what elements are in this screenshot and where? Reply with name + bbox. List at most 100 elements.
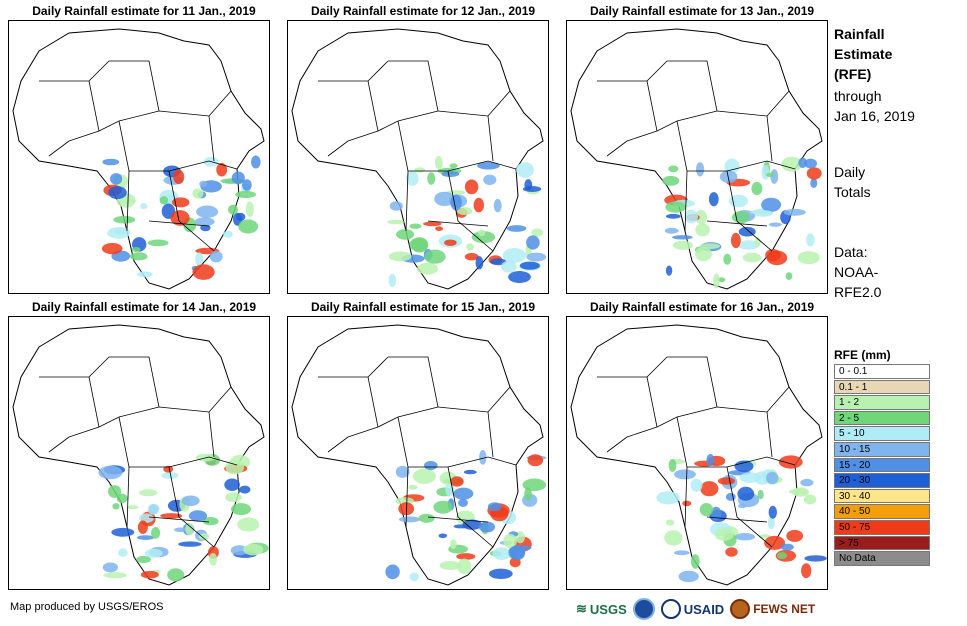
country-border [447, 160, 517, 172]
legend-swatch: No Data [834, 551, 930, 566]
rainfall-blob [102, 562, 118, 573]
legend-item: 10 - 15 [834, 441, 954, 458]
legend-item: 50 - 75 [834, 519, 954, 536]
rainfall-blob [131, 247, 141, 252]
map-credit: Map produced by USGS/EROS [10, 601, 164, 613]
rainfall-blob [713, 273, 720, 289]
rainfall-blob [668, 165, 679, 173]
rainfall-blob [739, 472, 762, 483]
rainfall-blob [810, 178, 818, 189]
rainfall-blob [778, 455, 803, 469]
rainfall-blob [785, 272, 793, 280]
rainfall-blob [167, 568, 185, 582]
country-border [487, 115, 494, 162]
legend-item: > 75 [834, 535, 954, 552]
rainfall-blob [238, 219, 259, 234]
rainfall-blob [464, 179, 479, 195]
rainfall-blob [231, 503, 251, 516]
rainfall-blob [734, 533, 756, 541]
legend-item: 20 - 30 [834, 473, 954, 489]
rainfall-blob [418, 513, 435, 523]
rainfall-blob [471, 231, 496, 244]
country-border [447, 170, 494, 252]
rainfall-blob [243, 543, 264, 556]
rainfall-blob [770, 169, 779, 184]
legend-swatch: 40 - 50 [834, 504, 930, 519]
rainfall-blob [242, 179, 252, 191]
rainfall-blob [711, 506, 722, 521]
rfe-title: Rainfall Estimate (RFE) [834, 24, 892, 84]
rainfall-blob [695, 223, 710, 237]
rainfall-blob [699, 503, 714, 517]
rainfall-blob [110, 173, 123, 185]
rainfall-blob [664, 227, 679, 234]
rainfall-blob [170, 210, 190, 226]
rainfall-map [12, 28, 265, 290]
rainfall-map [570, 324, 827, 586]
rainfall-blob [786, 529, 804, 542]
rainfall-blob [111, 527, 135, 537]
rainfall-blob [526, 235, 540, 250]
rainfall-blob [682, 500, 692, 507]
rainfall-blob [690, 478, 703, 492]
country-border [447, 456, 517, 468]
rainfall-blob [195, 252, 204, 267]
continent-outline [570, 324, 823, 586]
rainfall-blob [806, 167, 822, 180]
country-border [327, 436, 349, 453]
rainfall-blob [174, 527, 187, 533]
country-border [208, 411, 215, 458]
legend-swatch: 2 - 5 [834, 410, 930, 426]
partner-logos: ≋ USGS USAID FEWS NET [576, 596, 815, 622]
rainfall-blob [766, 172, 775, 177]
rainfall-blob [439, 561, 462, 570]
legend-item: No Data [834, 551, 954, 567]
rainfall-blob [783, 208, 806, 216]
rainfall-blob [708, 192, 719, 207]
rainfall-blob [147, 239, 169, 247]
legend-title: RFE (mm) [834, 348, 891, 362]
rainfall-blob [127, 505, 139, 510]
daily-totals-line2: Totals [834, 184, 871, 200]
rainfall-blob [506, 225, 527, 232]
rainfall-blob [449, 163, 458, 169]
rainfall-blob [137, 271, 153, 278]
rainfall-blob [453, 524, 469, 529]
country-border [168, 160, 238, 172]
rainfall-blob [665, 265, 673, 276]
rainfall-blob [684, 209, 698, 224]
rainfall-blob [700, 481, 719, 497]
legend-label: No Data [839, 553, 876, 565]
through-label: through [834, 88, 882, 104]
rainfall-blob [768, 505, 777, 519]
rainfall-blob [766, 471, 779, 485]
rainfall-blob [137, 535, 154, 540]
rainfall-blob [159, 196, 169, 205]
rainfall-blob [139, 489, 158, 497]
legend-swatch: 0 - 0.1 [834, 364, 930, 379]
rainfall-blob [665, 213, 681, 219]
rainfall-blob [395, 465, 410, 478]
rainfall-blob [737, 240, 760, 250]
rainfall-blob [116, 493, 128, 504]
country-border [48, 140, 70, 157]
country-border [208, 115, 215, 162]
rainfall-blob [113, 215, 136, 224]
rainfall-blob [767, 516, 775, 530]
data-source-line3: RFE2.0 [834, 284, 882, 300]
country-border [126, 466, 130, 528]
country-border [606, 140, 628, 157]
panel-title: Daily Rainfall estimate for 11 Jan., 201… [32, 4, 256, 18]
map-panel-16jan: Daily Rainfall estimate for 16 Jan., 201… [566, 298, 838, 590]
rainfall-blob [503, 533, 517, 549]
rainfall-blob [522, 186, 542, 192]
rainfall-blob [463, 469, 477, 475]
rainfall-blob [473, 197, 484, 213]
rainfall-blob [478, 521, 495, 533]
country-border [706, 220, 768, 227]
rainfall-blob [223, 230, 233, 238]
rainfall-blob [501, 260, 517, 273]
rainfall-blob [800, 478, 814, 487]
data-source-line1: Data: [834, 244, 868, 260]
rainfall-blob [409, 223, 422, 229]
